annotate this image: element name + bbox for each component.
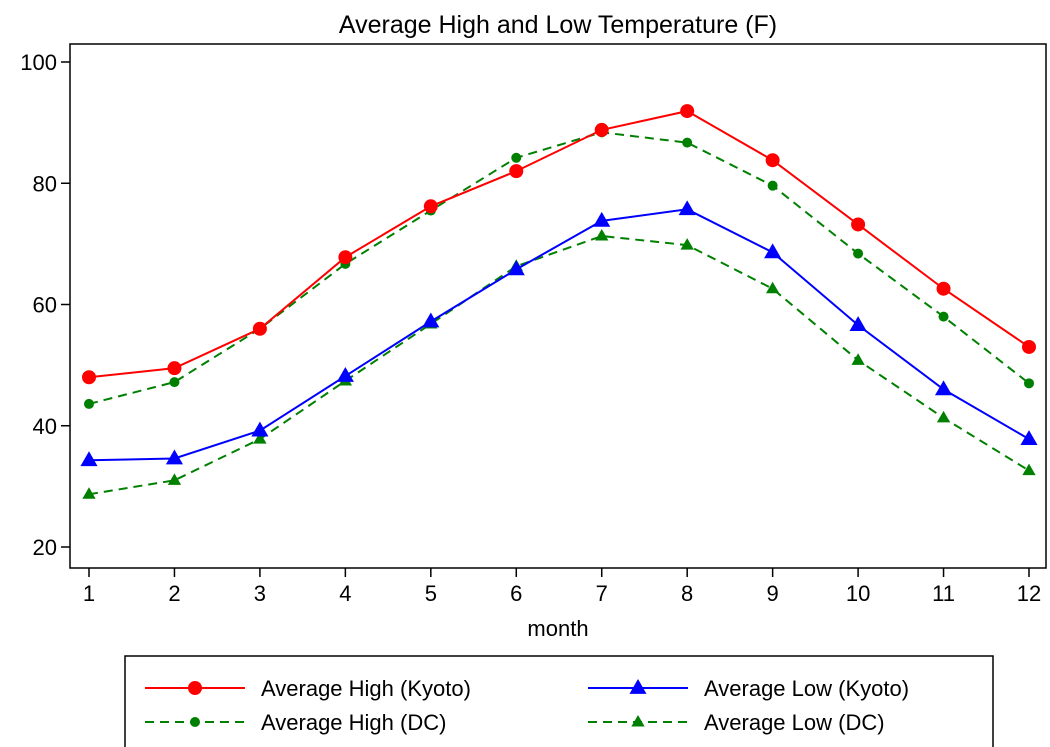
- chart-title: Average High and Low Temperature (F): [339, 11, 777, 39]
- x-tick-label: 3: [254, 581, 266, 606]
- x-tick-label: 9: [767, 581, 779, 606]
- legend-label: Average High (Kyoto): [261, 676, 471, 701]
- data-point: [934, 380, 953, 396]
- data-point: [422, 312, 440, 328]
- legend-label: Average High (DC): [261, 710, 446, 735]
- y-tick-label: 60: [33, 293, 57, 318]
- data-point: [678, 200, 696, 216]
- data-point: [938, 311, 949, 322]
- data-point: [595, 228, 609, 241]
- data-point: [80, 451, 98, 467]
- data-point: [765, 153, 780, 168]
- data-point: [165, 449, 184, 465]
- data-point: [767, 180, 778, 191]
- x-tick-label: 5: [425, 581, 437, 606]
- data-point: [594, 122, 609, 137]
- data-point: [511, 152, 522, 163]
- x-tick-label: 6: [510, 581, 522, 606]
- data-point: [682, 137, 693, 148]
- data-point: [167, 361, 182, 376]
- data-point: [253, 432, 267, 444]
- data-point: [509, 164, 524, 179]
- plot-area-frame: [69, 43, 1047, 569]
- data-point: [593, 211, 611, 227]
- series-average-low-kyoto: [80, 200, 1038, 467]
- legend-swatch-marker: [188, 681, 202, 695]
- y-tick-label: 80: [33, 171, 57, 196]
- data-point: [764, 243, 782, 259]
- data-point: [680, 104, 695, 119]
- x-tick-label: 8: [681, 581, 693, 606]
- data-point: [936, 410, 951, 423]
- data-point: [680, 238, 694, 250]
- x-tick-label: 4: [339, 581, 351, 606]
- data-point: [338, 250, 353, 265]
- legend-swatch-marker: [631, 715, 645, 727]
- series-line: [88, 131, 1030, 405]
- x-tick-label: 10: [846, 581, 870, 606]
- series-line: [88, 208, 1030, 462]
- data-point: [507, 260, 525, 276]
- x-tick-label: 11: [932, 581, 955, 606]
- legend-label: Average Low (DC): [704, 710, 885, 735]
- data-point: [853, 248, 864, 259]
- data-point: [82, 370, 96, 385]
- data-point: [1022, 463, 1036, 476]
- y-tick-label: 40: [33, 414, 57, 439]
- data-point: [84, 398, 94, 409]
- series-line: [88, 234, 1030, 496]
- data-point: [851, 217, 866, 232]
- legend: Average High (Kyoto) Average Low (Kyoto) A…: [124, 655, 994, 747]
- data-point: [252, 321, 267, 336]
- x-tick-label: 7: [596, 581, 608, 606]
- data-point: [851, 353, 865, 365]
- legend-swatch-marker: [190, 717, 200, 727]
- data-point: [1020, 430, 1038, 445]
- x-tick-label: 2: [168, 581, 180, 606]
- x-tick-label: 12: [1017, 581, 1041, 606]
- y-tick-label: 20: [33, 535, 57, 560]
- data-point: [1024, 378, 1034, 389]
- legend-box: [124, 655, 994, 747]
- data-point: [167, 473, 182, 485]
- data-point: [251, 421, 269, 437]
- y-tick-label: 100: [20, 50, 57, 75]
- series-line: [88, 110, 1030, 379]
- data-point: [936, 281, 951, 296]
- x-axis-label: month: [527, 616, 588, 641]
- data-point: [336, 367, 354, 382]
- data-point: [82, 487, 96, 499]
- x-tick-label: 1: [83, 581, 95, 606]
- data-point: [765, 281, 780, 294]
- series-average-high-kyoto: [82, 104, 1036, 385]
- data-point: [423, 199, 438, 214]
- legend-swatch-marker: [629, 679, 647, 694]
- data-point: [169, 377, 180, 388]
- data-point: [1022, 339, 1036, 354]
- data-point: [849, 316, 867, 331]
- legend-label: Average Low (Kyoto): [704, 676, 909, 701]
